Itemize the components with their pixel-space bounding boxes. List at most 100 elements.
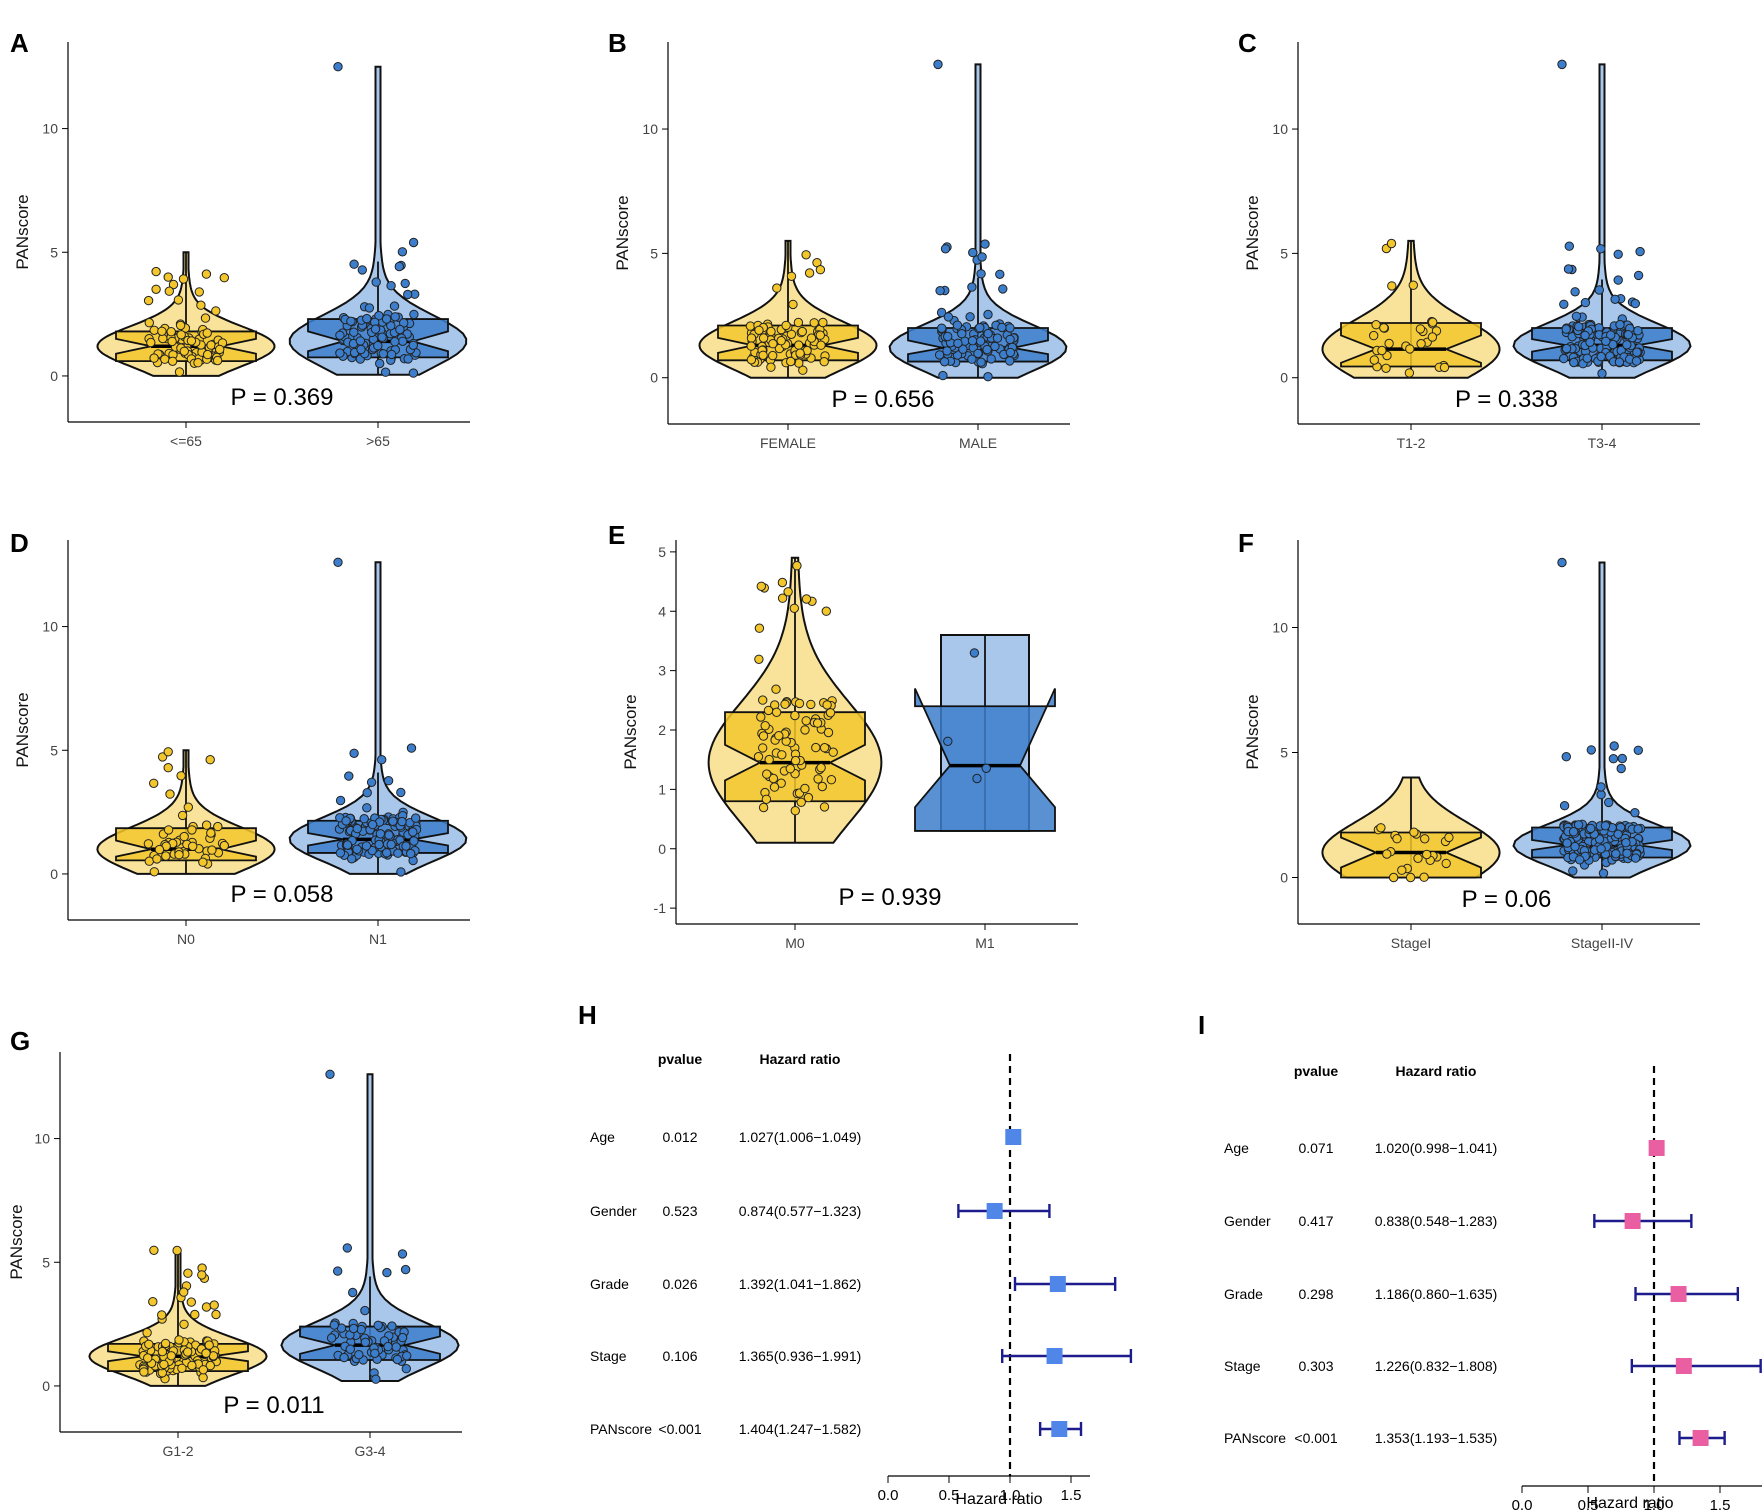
data-point [188, 841, 198, 851]
data-point [800, 725, 810, 735]
data-point [1585, 337, 1595, 347]
data-point [828, 747, 838, 757]
x-tick-label: T3-4 [1588, 435, 1617, 451]
notched-box [914, 688, 1056, 832]
data-point [746, 341, 756, 351]
data-point [815, 265, 826, 275]
data-point [1606, 330, 1616, 340]
data-point [409, 309, 419, 320]
data-point [362, 788, 372, 798]
data-point [1427, 332, 1438, 342]
y-tick-label: 10 [42, 121, 58, 137]
group-1: MALE [888, 59, 1068, 451]
data-point [364, 303, 375, 313]
hr-box [1005, 1129, 1022, 1145]
data-point [200, 313, 211, 323]
data-point [1622, 848, 1632, 858]
x-tick-label: 0.5 [1578, 1497, 1599, 1512]
data-point [943, 736, 953, 746]
data-point [746, 355, 757, 365]
forest-row: Gender 0.523 0.874(0.577−1.323) [590, 1203, 1051, 1219]
data-point [395, 324, 405, 335]
data-point [1568, 827, 1579, 837]
data-point [163, 825, 174, 835]
data-point [823, 727, 834, 738]
data-point [764, 754, 774, 765]
data-point [816, 763, 826, 773]
data-point [219, 273, 230, 283]
data-point [1586, 745, 1597, 755]
data-point [348, 1287, 358, 1298]
data-point [374, 311, 384, 321]
y-tick-label: 1 [658, 781, 666, 797]
x-tick-label: T1-2 [1397, 435, 1426, 451]
data-point [762, 769, 772, 779]
data-point [187, 825, 197, 835]
data-point [386, 281, 396, 291]
data-point [990, 341, 1000, 352]
data-point [793, 317, 804, 328]
data-point [753, 752, 764, 762]
data-point [819, 357, 829, 367]
data-point [1415, 324, 1426, 334]
data-point [1596, 789, 1606, 800]
data-point [983, 309, 993, 320]
data-point [803, 792, 814, 803]
data-point [1596, 244, 1606, 254]
data-point [348, 1323, 359, 1334]
data-point [766, 362, 776, 372]
data-point [408, 368, 419, 378]
data-point [409, 836, 419, 846]
data-point [965, 312, 975, 322]
row-pvalue: 0.012 [662, 1129, 697, 1145]
row-pvalue: <0.001 [1294, 1430, 1337, 1446]
row-label: Stage [590, 1348, 627, 1364]
data-point [785, 764, 795, 774]
data-point [822, 700, 832, 710]
data-point [1600, 821, 1611, 831]
data-point [397, 816, 407, 827]
data-point [163, 763, 173, 773]
y-tick-label: 5 [50, 742, 58, 758]
data-point [204, 1340, 214, 1350]
data-point [1613, 249, 1623, 260]
y-tick-label: 0 [50, 368, 58, 384]
data-point [388, 816, 398, 826]
data-point [1633, 745, 1644, 755]
data-point [798, 365, 808, 375]
data-point [352, 844, 362, 854]
y-tick-label: 10 [642, 121, 658, 137]
x-tick-label: M0 [785, 935, 805, 951]
data-point [790, 755, 801, 766]
forest-row: PANscore <0.001 1.353(1.193−1.535) [1224, 1430, 1726, 1446]
data-point [972, 773, 982, 784]
p-value-label: P = 0.656 [832, 386, 935, 413]
data-point [166, 327, 176, 337]
data-point [760, 721, 770, 731]
data-point [186, 336, 197, 346]
data-point [333, 1266, 343, 1276]
data-point [172, 1245, 182, 1256]
data-point [352, 823, 362, 834]
data-point [211, 306, 221, 316]
data-point [769, 782, 780, 792]
data-point [382, 848, 392, 858]
data-point [1405, 872, 1416, 883]
data-point [1563, 264, 1574, 274]
x-tick-label: M1 [975, 935, 995, 951]
forest-row: Grade 0.026 1.392(1.041−1.862) [590, 1276, 1117, 1292]
data-point [167, 356, 178, 366]
data-point [1633, 270, 1644, 281]
data-point [804, 268, 815, 278]
data-point [347, 854, 357, 864]
data-point [1613, 275, 1623, 285]
data-point [780, 699, 790, 709]
x-tick-label: >65 [366, 433, 390, 449]
y-tick-label: 3 [658, 663, 666, 679]
data-point [1422, 849, 1432, 860]
data-point [329, 1320, 339, 1330]
y-tick-label: 10 [1272, 620, 1288, 636]
data-point [349, 327, 359, 337]
row-label: PANscore [1224, 1430, 1286, 1446]
data-point [201, 1302, 212, 1312]
